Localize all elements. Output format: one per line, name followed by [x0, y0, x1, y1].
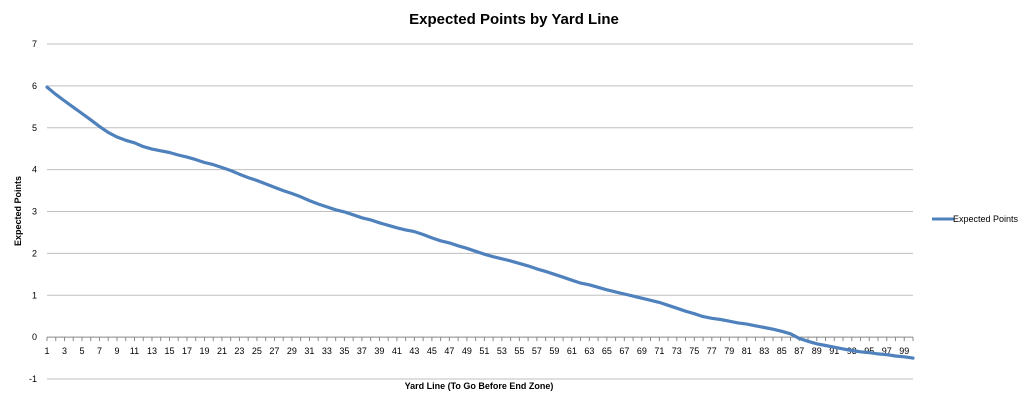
- x-tick-label: 75: [689, 346, 699, 356]
- x-tick-label: 3: [62, 346, 67, 356]
- x-tick-label: 83: [759, 346, 769, 356]
- x-tick-label: 97: [882, 346, 892, 356]
- x-axis: [46, 336, 914, 342]
- x-tick-label: 17: [182, 346, 192, 356]
- gridlines: [47, 43, 913, 380]
- chart-title: Expected Points by Yard Line: [409, 11, 619, 28]
- x-tick-label: 99: [899, 346, 909, 356]
- y-tick-label: 4: [32, 165, 37, 175]
- x-tick-label: 51: [479, 346, 489, 356]
- legend: Expected Points: [932, 214, 1019, 224]
- x-tick-label: 19: [199, 346, 209, 356]
- x-tick-label: 71: [654, 346, 664, 356]
- x-tick-label: 87: [794, 346, 804, 356]
- x-tick-label: 15: [164, 346, 174, 356]
- x-tick-label: 29: [287, 346, 297, 356]
- x-axis-title: Yard Line (To Go Before End Zone): [405, 381, 554, 391]
- x-tick-label: 67: [619, 346, 629, 356]
- x-tick-label: 45: [427, 346, 437, 356]
- x-tick-label: 5: [79, 346, 84, 356]
- x-tick-label: 59: [549, 346, 559, 356]
- x-tick-label: 89: [812, 346, 822, 356]
- y-tick-label: 3: [32, 207, 37, 217]
- y-axis-title: Expected Points: [13, 176, 23, 246]
- x-tick-label: 63: [584, 346, 594, 356]
- x-tick-label: 21: [217, 346, 227, 356]
- x-tick-label: 61: [567, 346, 577, 356]
- x-tick-label: 57: [532, 346, 542, 356]
- y-tick-label: 1: [32, 290, 37, 300]
- legend-label-expected-points: Expected Points: [953, 214, 1019, 224]
- x-tick-label: 73: [672, 346, 682, 356]
- x-tick-label: 69: [637, 346, 647, 356]
- x-axis-tick-labels: 1 3 5 7 9 11 13 15 17 19 21 23 25 27 29 31 33 35 37 39 41 43 4…: [44, 346, 909, 356]
- x-tick-label: 85: [777, 346, 787, 356]
- x-tick-label: 7: [97, 346, 102, 356]
- x-tick-label: 77: [707, 346, 717, 356]
- x-tick-label: 91: [829, 346, 839, 356]
- x-tick-label: 13: [147, 346, 157, 356]
- series-layer: [45, 85, 915, 360]
- x-tick-label: 81: [742, 346, 752, 356]
- y-tick-label: -1: [29, 374, 37, 384]
- x-tick-label: 11: [130, 346, 139, 356]
- x-tick-label: 1: [44, 346, 49, 356]
- x-tick-label: 41: [392, 346, 402, 356]
- x-tick-label: 35: [339, 346, 349, 356]
- x-tick-label: 31: [304, 346, 314, 356]
- x-tick-label: 79: [724, 346, 734, 356]
- x-tick-label: 33: [322, 346, 332, 356]
- y-tick-label: 0: [32, 332, 37, 342]
- x-tick-label: 53: [497, 346, 507, 356]
- y-tick-label: 7: [32, 39, 37, 49]
- y-tick-label: 5: [32, 123, 37, 133]
- x-tick-label: 49: [462, 346, 472, 356]
- x-tick-label: 55: [514, 346, 524, 356]
- series-line-expected-points: [45, 85, 915, 360]
- x-tick-label: 23: [234, 346, 244, 356]
- y-tick-label: 2: [32, 248, 37, 258]
- x-tick-label: 47: [444, 346, 454, 356]
- y-axis-tick-labels: -1 0 1 2 3 4 5 6 7: [29, 39, 37, 384]
- x-tick-label: 43: [409, 346, 419, 356]
- x-tick-label: 37: [357, 346, 367, 356]
- x-tick-label: 25: [252, 346, 262, 356]
- y-tick-label: 6: [32, 81, 37, 91]
- x-tick-label: 27: [269, 346, 279, 356]
- x-tick-label: 65: [602, 346, 612, 356]
- x-tick-label: 9: [114, 346, 119, 356]
- x-tick-label: 39: [374, 346, 384, 356]
